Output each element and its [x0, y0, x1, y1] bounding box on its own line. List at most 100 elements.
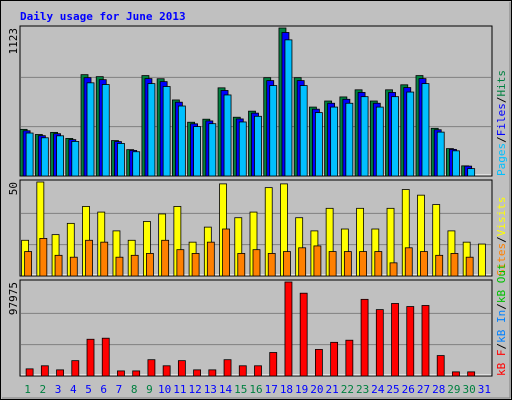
bar: [254, 365, 262, 377]
bar: [436, 131, 445, 177]
chart-title: Daily usage for June 2013: [20, 10, 186, 23]
bar: [177, 105, 186, 177]
legend-separator: /: [495, 97, 508, 104]
legend-entry: Visits: [495, 197, 508, 237]
bar: [56, 369, 64, 377]
bar: [315, 112, 323, 177]
bar: [39, 237, 48, 277]
bar: [328, 251, 337, 277]
bar: [117, 143, 125, 177]
bar: [176, 249, 185, 277]
bar: [284, 281, 293, 377]
bar: [450, 253, 459, 277]
bar: [299, 292, 308, 377]
bar: [69, 256, 78, 277]
bar: [436, 355, 445, 377]
bar: [238, 121, 247, 177]
bar: [25, 132, 34, 177]
legend-separator: /: [495, 136, 508, 143]
x-tick-label: 15: [234, 383, 247, 396]
legend-entry: kB In: [495, 310, 508, 343]
bar: [343, 251, 352, 277]
bar: [56, 135, 64, 177]
bar: [406, 306, 415, 377]
x-tick-label: 18: [280, 383, 293, 396]
bar: [161, 239, 170, 277]
x-tick-label: 19: [295, 383, 308, 396]
bar: [283, 251, 291, 277]
x-tick-label: 7: [116, 383, 123, 396]
bar: [465, 256, 474, 277]
x-tick-label: 25: [386, 383, 399, 396]
bar: [85, 239, 93, 277]
bar: [222, 228, 230, 277]
x-tick-label: 20: [310, 383, 323, 396]
bar: [24, 251, 33, 277]
bar: [130, 254, 139, 277]
bar: [208, 369, 217, 377]
bar: [238, 365, 247, 377]
x-tick-label: 13: [204, 383, 217, 396]
bar: [391, 96, 399, 177]
bar: [193, 369, 201, 377]
x-tick-label: 4: [70, 383, 77, 396]
bar: [162, 86, 171, 177]
bar: [299, 85, 308, 177]
bar: [467, 371, 476, 377]
bar: [452, 150, 460, 177]
bar: [421, 83, 430, 177]
bar: [223, 94, 232, 177]
x-tick-label: 16: [249, 383, 262, 396]
y-tick-label: 97975: [7, 282, 20, 315]
bar: [71, 141, 80, 177]
bar: [117, 370, 125, 377]
bar: [330, 106, 339, 177]
bar: [177, 360, 186, 377]
bar: [101, 84, 110, 177]
bar: [406, 91, 415, 177]
bar: [420, 251, 428, 277]
bar: [267, 253, 276, 277]
legend-separator: /: [495, 343, 508, 350]
bar: [359, 251, 367, 277]
bar: [421, 305, 430, 377]
bar: [146, 253, 154, 277]
x-tick-label: 8: [131, 383, 138, 396]
bar: [298, 247, 307, 277]
bar: [452, 371, 460, 377]
x-tick-label: 17: [265, 383, 278, 396]
bar: [162, 365, 171, 377]
bar: [86, 338, 95, 377]
bar: [375, 309, 384, 377]
x-tick-label: 31: [478, 383, 491, 396]
bar: [284, 39, 293, 177]
x-tick-label: 29: [447, 383, 460, 396]
x-tick-label: 3: [55, 383, 62, 396]
y-tick-label: 1123: [7, 28, 20, 55]
x-tick-label: 24: [371, 383, 385, 396]
bar: [71, 360, 80, 377]
x-tick-label: 27: [417, 383, 430, 396]
legend: Pages/Files/Hits: [495, 70, 508, 176]
bar: [360, 96, 369, 177]
bar: [191, 253, 200, 277]
bar: [237, 253, 246, 277]
x-tick-label: 28: [432, 383, 445, 396]
bar: [115, 256, 124, 277]
legend-separator: /: [495, 303, 508, 310]
bar: [101, 337, 110, 377]
bar: [252, 249, 261, 277]
bar: [391, 303, 399, 377]
bar: [315, 349, 323, 377]
x-tick-label: 26: [402, 383, 415, 396]
legend: kB F/kB In/kB Out: [495, 263, 508, 376]
bar: [375, 106, 384, 177]
bar: [25, 368, 34, 377]
bar: [313, 245, 322, 277]
bar: [269, 85, 278, 177]
bar: [374, 251, 383, 277]
bar: [360, 298, 369, 377]
legend: Sites/Visits: [495, 197, 508, 277]
legend-entry: Files: [495, 103, 508, 136]
legend-entry: Sites: [495, 243, 508, 276]
